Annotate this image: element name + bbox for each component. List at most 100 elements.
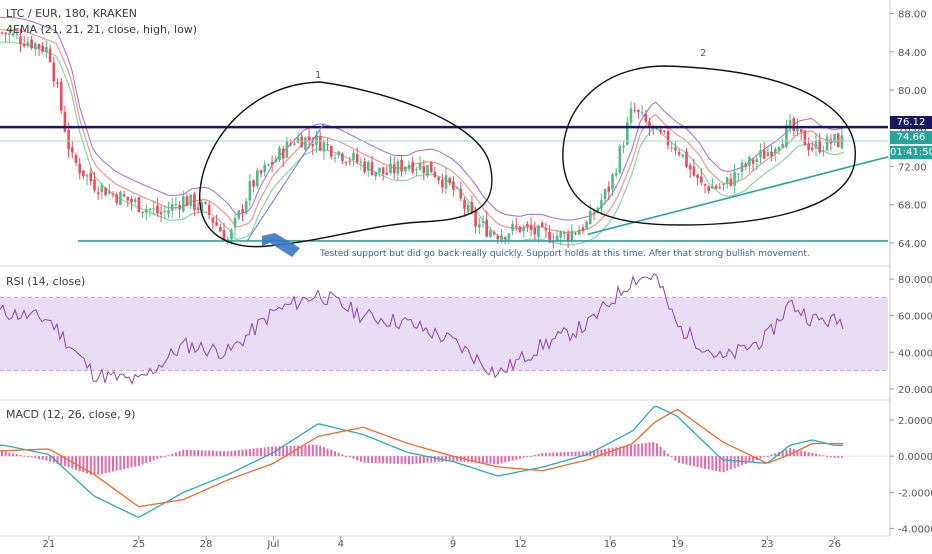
- candle-body: [648, 122, 651, 129]
- macd-histogram-bar: [630, 445, 632, 457]
- candle-body: [429, 162, 433, 173]
- candle-body: [407, 164, 411, 170]
- candle-body: [152, 208, 155, 210]
- candle-body: [0, 32, 4, 34]
- candle-body: [82, 170, 85, 177]
- candle-body: [67, 130, 70, 150]
- macd-histogram-bar: [104, 456, 107, 474]
- macd-panel-title: MACD (12, 26, close, 9): [6, 408, 136, 421]
- macd-histogram-bar: [692, 456, 695, 467]
- macd-histogram-bar: [78, 456, 81, 472]
- candle-body: [740, 162, 744, 172]
- macd-histogram-bar: [271, 446, 274, 457]
- macd-histogram-bar: [278, 446, 281, 457]
- candle-body: [189, 194, 192, 206]
- macd-histogram-bar: [570, 451, 573, 457]
- macd-histogram-bar: [348, 456, 351, 458]
- candle-body: [677, 151, 681, 155]
- macd-histogram-bar: [248, 448, 251, 457]
- candle-body: [703, 184, 707, 186]
- candle-body: [145, 208, 148, 213]
- macd-histogram-bar: [507, 456, 510, 462]
- candle-body: [836, 133, 840, 147]
- macd-histogram-bar: [171, 453, 174, 457]
- candle-body: [663, 130, 666, 132]
- candle-body: [156, 205, 159, 214]
- candle-body: [178, 204, 181, 210]
- candle-body: [644, 113, 648, 122]
- candle-body: [330, 146, 333, 157]
- candle-body: [674, 147, 677, 151]
- candle-body: [355, 154, 359, 163]
- macd-histogram-bar: [137, 456, 140, 466]
- macd-histogram-bar: [689, 456, 692, 466]
- macd-histogram-bar: [604, 448, 607, 457]
- candle-body: [326, 144, 329, 146]
- macd-histogram-bar: [611, 447, 614, 457]
- candle-body: [814, 140, 818, 149]
- macd-histogram-bar: [726, 456, 729, 471]
- candle-body: [540, 222, 544, 227]
- candle-body: [529, 224, 533, 230]
- x-tick-label: 28: [200, 539, 213, 550]
- candle-body: [170, 204, 174, 211]
- candle-body: [233, 218, 237, 228]
- candle-body: [318, 136, 322, 151]
- candle-body: [688, 165, 692, 170]
- macd-histogram-bar: [15, 454, 18, 457]
- macd-histogram-bar: [141, 456, 144, 465]
- candle-body: [666, 131, 670, 146]
- candle-body: [418, 163, 422, 170]
- macd-histogram-bar: [45, 456, 48, 461]
- macd-histogram-bar: [826, 456, 829, 458]
- macd-histogram-bar: [715, 456, 718, 472]
- macd-histogram-bar: [282, 446, 285, 457]
- macd-histogram-bar: [626, 445, 629, 457]
- macd-histogram-bar: [796, 449, 799, 457]
- macd-histogram-bar: [285, 445, 288, 457]
- candle-body: [370, 162, 374, 176]
- candle-body: [799, 129, 803, 132]
- macd-histogram-bar: [67, 456, 70, 468]
- price-tick-label: 68.00: [898, 201, 927, 212]
- macd-histogram-bar: [341, 454, 344, 457]
- macd-histogram-bar: [833, 456, 836, 458]
- candle-body: [470, 202, 474, 213]
- macd-histogram-bar: [389, 456, 392, 464]
- candle-body: [785, 125, 788, 147]
- ema-close-line: [0, 29, 845, 233]
- candle-body: [296, 136, 300, 143]
- macd-histogram-bar: [829, 456, 832, 458]
- macd-histogram-bar: [448, 456, 451, 462]
- candle-body: [577, 229, 581, 235]
- macd-histogram-bar: [515, 456, 518, 460]
- candle-body: [614, 173, 618, 176]
- candle-body: [511, 223, 514, 231]
- rsi-tick-label: 80.0000: [898, 275, 932, 286]
- candle-body: [259, 170, 263, 174]
- candle-body: [222, 230, 226, 242]
- circle-annotation-2: [562, 65, 856, 226]
- candle-body: [115, 194, 118, 203]
- macd-histogram-bar: [815, 453, 817, 457]
- macd-histogram-bar: [115, 456, 118, 471]
- macd-histogram-bar: [408, 456, 410, 465]
- macd-histogram-bar: [574, 451, 577, 457]
- macd-histogram-bar: [193, 450, 196, 457]
- candle-body: [566, 233, 570, 241]
- macd-histogram-bar: [618, 446, 621, 457]
- candle-body: [437, 177, 440, 181]
- candle-body: [193, 193, 196, 210]
- macd-histogram-bar: [211, 450, 214, 457]
- candle-body: [796, 126, 799, 132]
- macd-histogram-bar: [681, 456, 684, 464]
- candle-body: [4, 32, 7, 35]
- candle-body: [348, 160, 352, 162]
- macd-histogram-bar: [23, 455, 26, 457]
- candle-body: [315, 135, 318, 145]
- macd-histogram-bar: [752, 456, 755, 462]
- candle-body: [11, 33, 15, 36]
- macd-histogram-bar: [200, 450, 203, 457]
- candle-body: [640, 112, 644, 114]
- price-tick-label: 76.00: [898, 124, 927, 135]
